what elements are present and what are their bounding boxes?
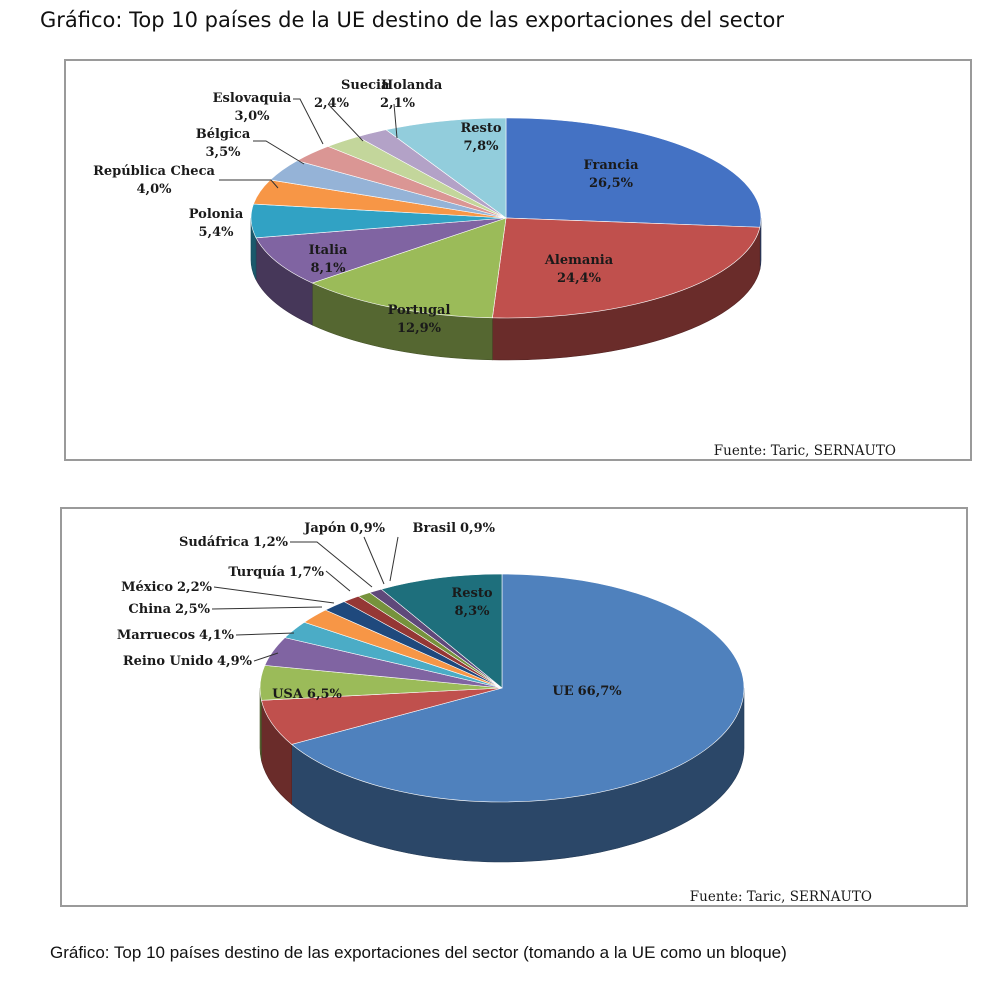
label-portugal: Portugal 12,9% [388, 303, 451, 336]
label-resto: Resto 8,3% [451, 586, 492, 619]
slice-labels: Francia 26,5% Alemania 24,4% Portugal 12,9% It… [93, 78, 639, 336]
leader-eslovaquia [293, 98, 324, 145]
leader-holanda [393, 103, 398, 139]
label-reino-unido: Reino Unido 4,9% [123, 654, 253, 669]
slice-francia [505, 117, 762, 228]
chart-eu-destinations: Francia 26,5% Alemania 24,4% Portugal 12,9% It… [64, 59, 972, 461]
pie-chart-world-svg: UE 66,7% USA 6,5% Reino Unido 4,9% Marruecos 4,… [117, 521, 872, 905]
source-note: Fuente: Taric, SERNAUTO [690, 889, 872, 905]
slice-italia [255, 217, 507, 284]
slice-resto [385, 117, 507, 219]
pie-tops [250, 117, 762, 319]
label-belgica: Bélgica 3,5% [196, 127, 251, 160]
leader-lines [211, 536, 399, 662]
leader-belgica [253, 140, 305, 165]
leader-mexico [213, 586, 335, 604]
leader-republica-checa [219, 179, 279, 189]
label-brasil: Brasil 0,9% [413, 521, 496, 536]
label-mexico: México 2,2% [121, 580, 213, 595]
leader-suecia [327, 103, 364, 142]
label-turquia: Turquía 1,7% [228, 565, 324, 580]
label-marruecos: Marruecos 4,1% [117, 628, 235, 643]
label-polonia: Polonia 5,4% [189, 207, 244, 240]
label-francia: Francia 26,5% [583, 158, 639, 191]
label-sudafrica: Sudáfrica 1,2% [179, 535, 289, 550]
label-japon: Japón 0,9% [303, 521, 385, 536]
slice-ue [291, 573, 745, 803]
leader-turquia [325, 570, 351, 592]
slice-alemania [492, 217, 761, 319]
label-ue: UE 66,7% [552, 684, 622, 699]
pie-sides [250, 217, 762, 361]
label-holanda: Holanda 2,1% [380, 78, 443, 111]
label-republica-checa: República Checa 4,0% [93, 164, 215, 197]
leader-japon [363, 536, 385, 585]
source-note: Fuente: Taric, SERNAUTO [714, 443, 896, 459]
page-title: Gráfico: Top 10 países de la UE destino … [40, 8, 784, 32]
pie-tops [259, 573, 745, 803]
leader-brasil [389, 536, 399, 582]
bottom-caption: Gráfico: Top 10 países destino de las ex… [50, 943, 787, 962]
leader-lines [219, 98, 398, 189]
label-alemania: Alemania 24,4% [544, 253, 614, 286]
label-eslovaquia: Eslovaquia 3,0% [213, 91, 292, 124]
slice-portugal [311, 217, 507, 319]
leader-marruecos [235, 632, 295, 636]
label-suecia: Suecia 2,4% [314, 78, 390, 111]
label-china: China 2,5% [128, 602, 210, 617]
slice-resto [380, 573, 503, 689]
label-italia: Italia 8,1% [309, 243, 348, 276]
chart-world-destinations: UE 66,7% USA 6,5% Reino Unido 4,9% Marruecos 4,… [60, 507, 968, 907]
slice-labels: UE 66,7% USA 6,5% Reino Unido 4,9% Marruecos 4,… [117, 521, 622, 702]
leader-china [211, 606, 323, 610]
label-usa: USA 6,5% [272, 687, 342, 702]
label-resto: Resto 7,8% [460, 121, 501, 154]
leader-reino-unido [253, 652, 279, 662]
leader-sudafrica [290, 541, 373, 588]
pie-chart-eu-svg: Francia 26,5% Alemania 24,4% Portugal 12,9% It… [93, 78, 896, 459]
